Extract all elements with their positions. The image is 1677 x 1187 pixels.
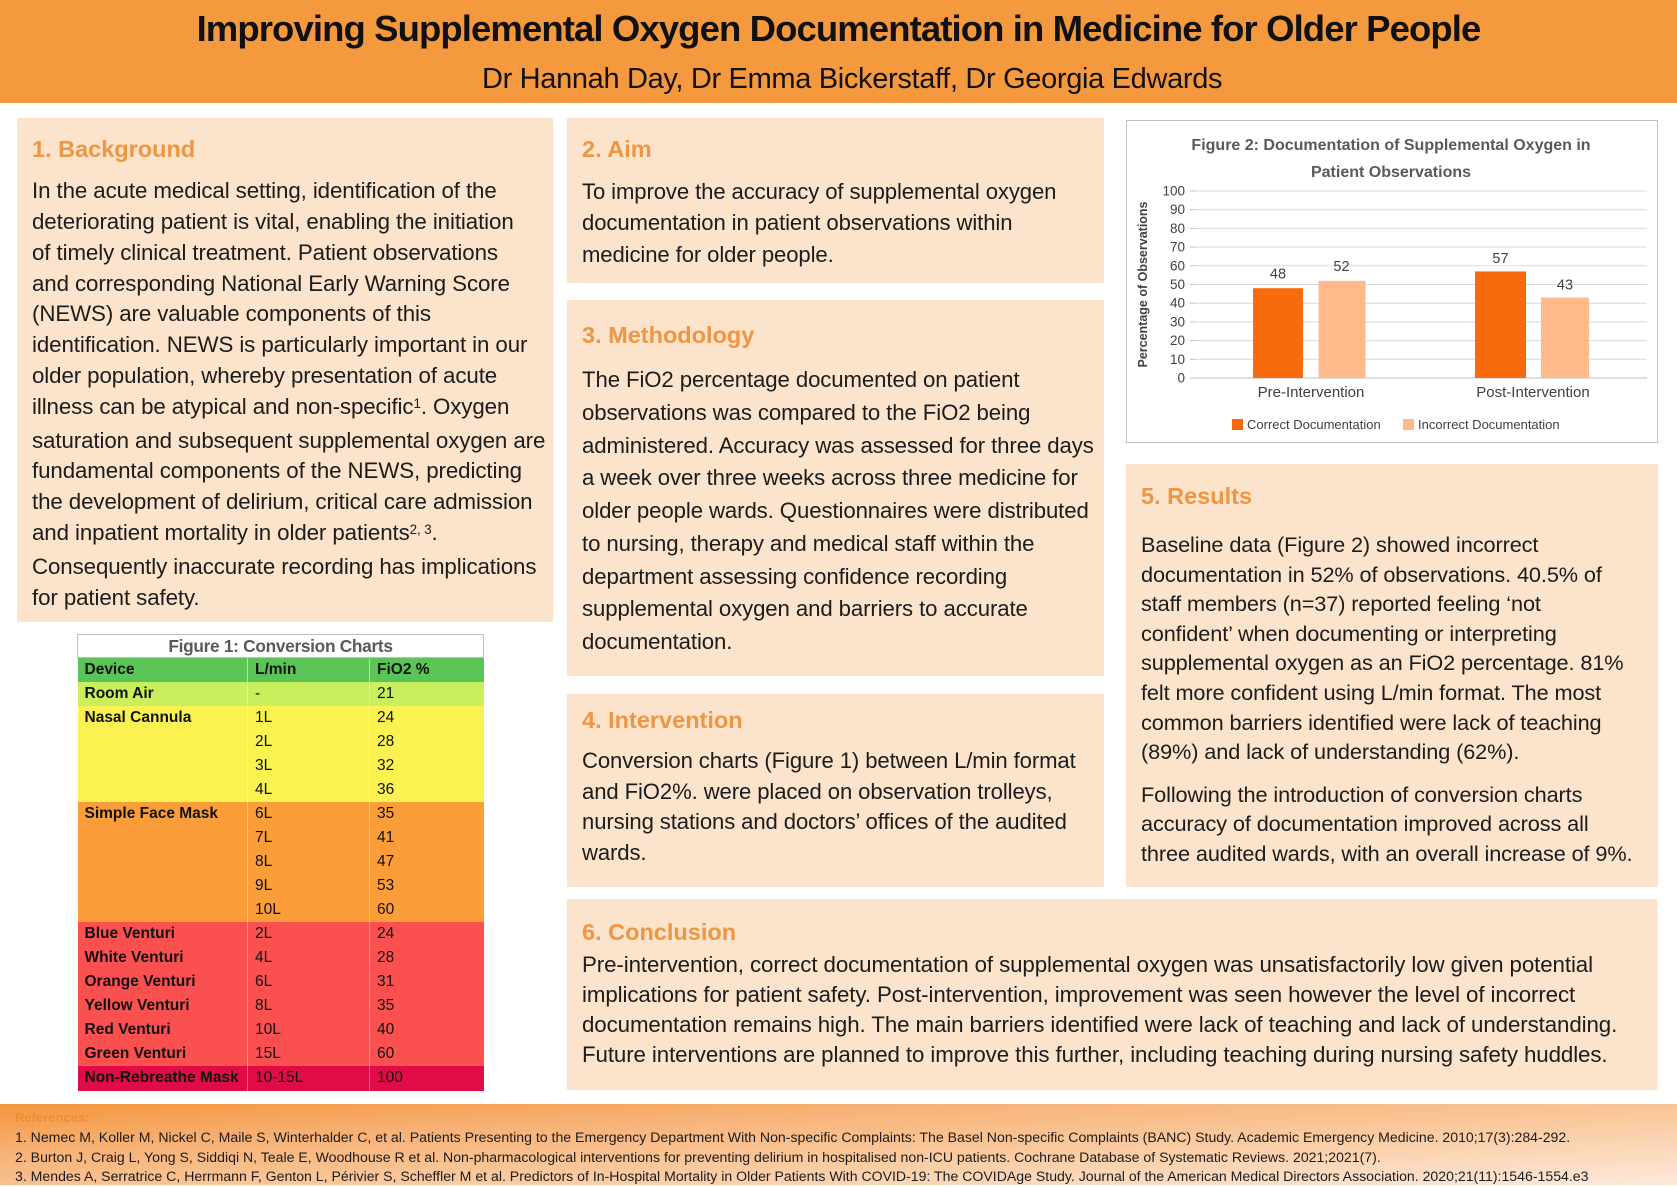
svg-text:57: 57 <box>1492 251 1508 267</box>
svg-text:43: 43 <box>1557 277 1573 293</box>
svg-text:Patient Observations: Patient Observations <box>1311 164 1471 181</box>
svg-text:0: 0 <box>1177 371 1185 386</box>
svg-text:52: 52 <box>1333 259 1349 275</box>
svg-text:70: 70 <box>1170 240 1185 255</box>
svg-text:50: 50 <box>1170 277 1185 292</box>
svg-text:80: 80 <box>1170 221 1185 236</box>
svg-text:20: 20 <box>1170 333 1185 348</box>
svg-text:Post-Intervention: Post-Intervention <box>1476 384 1589 401</box>
svg-text:100: 100 <box>1162 184 1185 199</box>
svg-text:40: 40 <box>1170 296 1185 311</box>
svg-text:90: 90 <box>1170 202 1185 217</box>
svg-text:60: 60 <box>1170 258 1185 273</box>
svg-text:Correct Documentation: Correct Documentation <box>1247 417 1381 432</box>
svg-text:Incorrect Documentation: Incorrect Documentation <box>1418 417 1560 432</box>
svg-text:48: 48 <box>1270 267 1286 283</box>
svg-text:Percentage of Observations: Percentage of Observations <box>1136 201 1150 367</box>
svg-text:Pre-Intervention: Pre-Intervention <box>1258 384 1365 401</box>
svg-text:10: 10 <box>1170 352 1185 367</box>
svg-text:30: 30 <box>1170 314 1185 329</box>
svg-text:Figure 2: Documentation of Sup: Figure 2: Documentation of Supplemental … <box>1191 137 1590 154</box>
